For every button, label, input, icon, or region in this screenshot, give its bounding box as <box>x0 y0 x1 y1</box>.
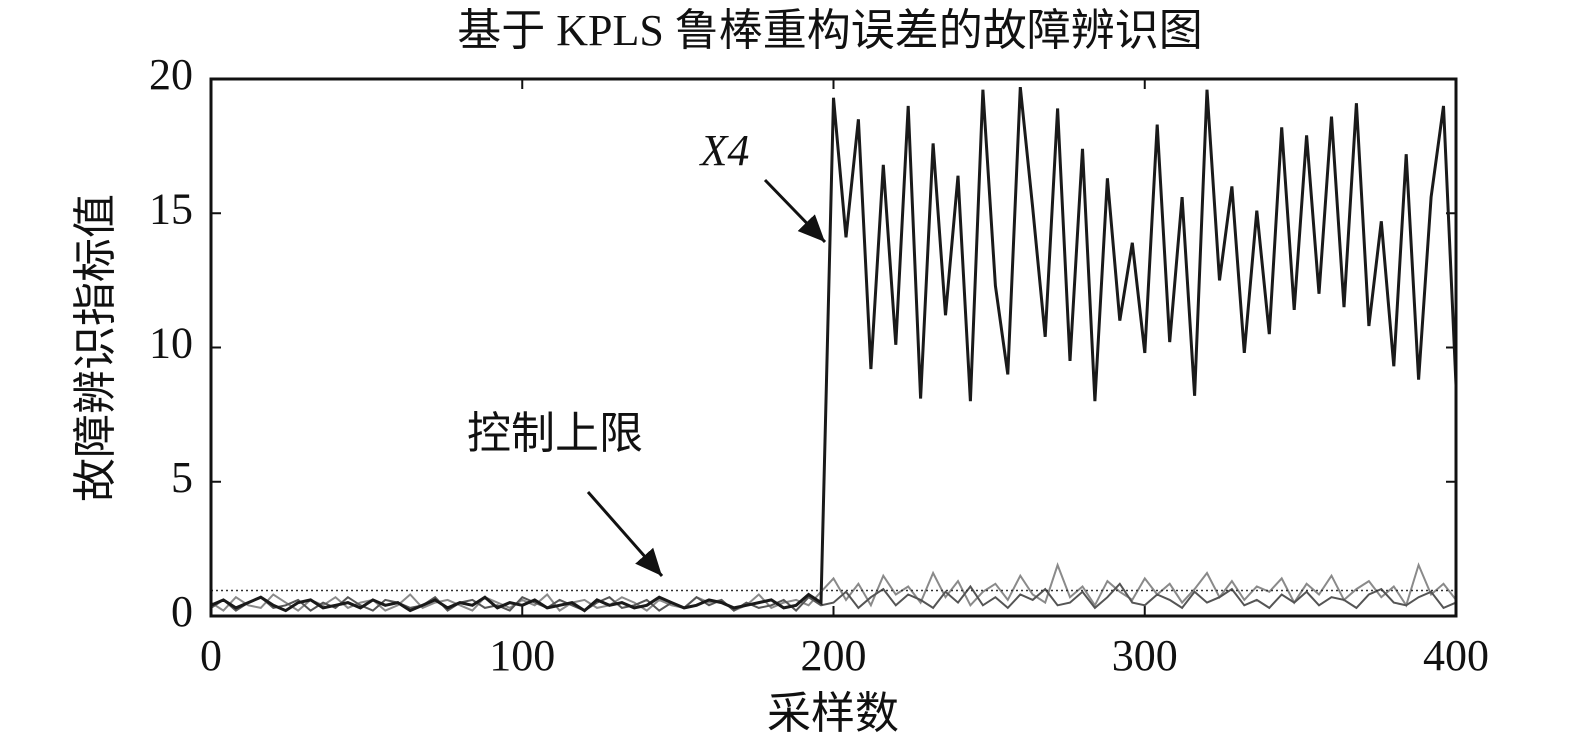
y-tick-label: 15 <box>149 184 193 233</box>
x-tick-label: 300 <box>1112 631 1178 680</box>
x-tick-label: 100 <box>489 631 555 680</box>
limit-annotation: 控制上限 <box>467 409 643 458</box>
annotation-arrow <box>763 178 827 244</box>
plot-frame <box>209 77 1458 618</box>
series-annotation: X4 <box>699 126 750 175</box>
y-tick-label: 0 <box>171 587 193 636</box>
x-tick-label: 0 <box>200 631 222 680</box>
series-line <box>210 86 1458 613</box>
y-axis-label: 故障辨识指标值 <box>71 194 120 502</box>
annotation-arrow <box>586 491 664 577</box>
x-axis-label: 采样数 <box>767 689 899 738</box>
series-line <box>210 562 1457 612</box>
x-tick-label: 200 <box>801 631 867 680</box>
x-tick-label: 400 <box>1423 631 1489 680</box>
y-tick-label: 20 <box>149 50 193 99</box>
chart-title: 基于 KPLS 鲁棒重构误差的故障辨识图 <box>457 6 1203 55</box>
y-tick-label: 10 <box>149 319 193 368</box>
y-tick-label: 5 <box>171 453 193 502</box>
